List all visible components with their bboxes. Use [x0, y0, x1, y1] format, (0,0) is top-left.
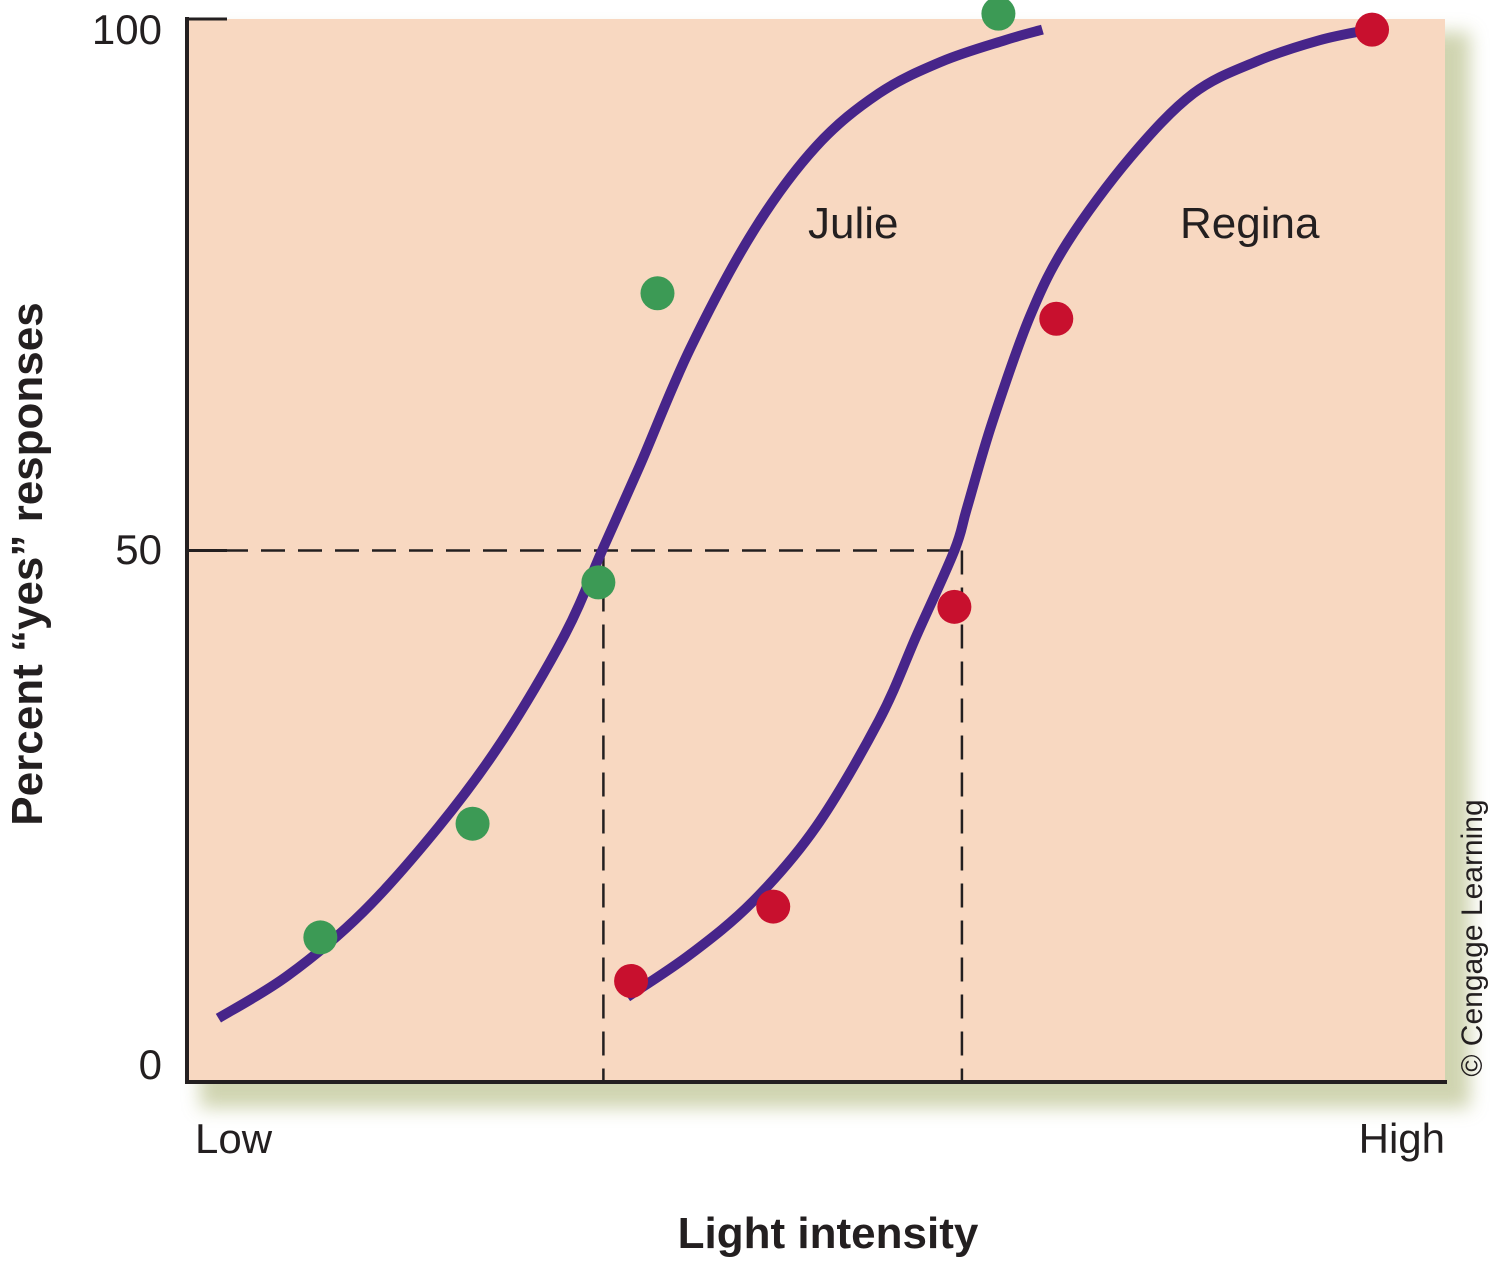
series-label-regina: Regina [1180, 199, 1320, 248]
data-point-regina-1 [614, 964, 649, 999]
y-tick-marks [187, 17, 227, 1084]
curve-regina [624, 24, 1371, 1002]
data-point-julie-1 [303, 920, 338, 955]
data-point-regina-4 [1039, 301, 1074, 336]
copyright-credit: © Cengage Learning [1456, 799, 1489, 1076]
x-axis-title: Light intensity [678, 1209, 979, 1258]
data-point-julie-2 [455, 806, 490, 841]
y-axis-title: Percent “yes” responses [3, 302, 52, 825]
data-point-julie-3 [581, 565, 616, 600]
x-tick-label-high: High [1359, 1115, 1445, 1162]
data-point-regina-3 [937, 589, 972, 624]
series-label-julie: Julie [808, 199, 899, 248]
threshold-lines [187, 549, 964, 1082]
data-point-julie-4 [640, 276, 675, 311]
data-point-regina-5 [1355, 12, 1390, 47]
y-tick-label-50: 50 [115, 526, 162, 573]
data-points [303, 0, 1390, 999]
data-point-regina-2 [756, 889, 791, 924]
x-tick-label-low: Low [195, 1115, 273, 1162]
data-point-julie-5 [981, 0, 1016, 31]
y-tick-label-0: 0 [139, 1041, 162, 1088]
series-curves [215, 24, 1371, 1023]
y-tick-label-100: 100 [92, 6, 162, 53]
curve-julie [215, 24, 1044, 1023]
